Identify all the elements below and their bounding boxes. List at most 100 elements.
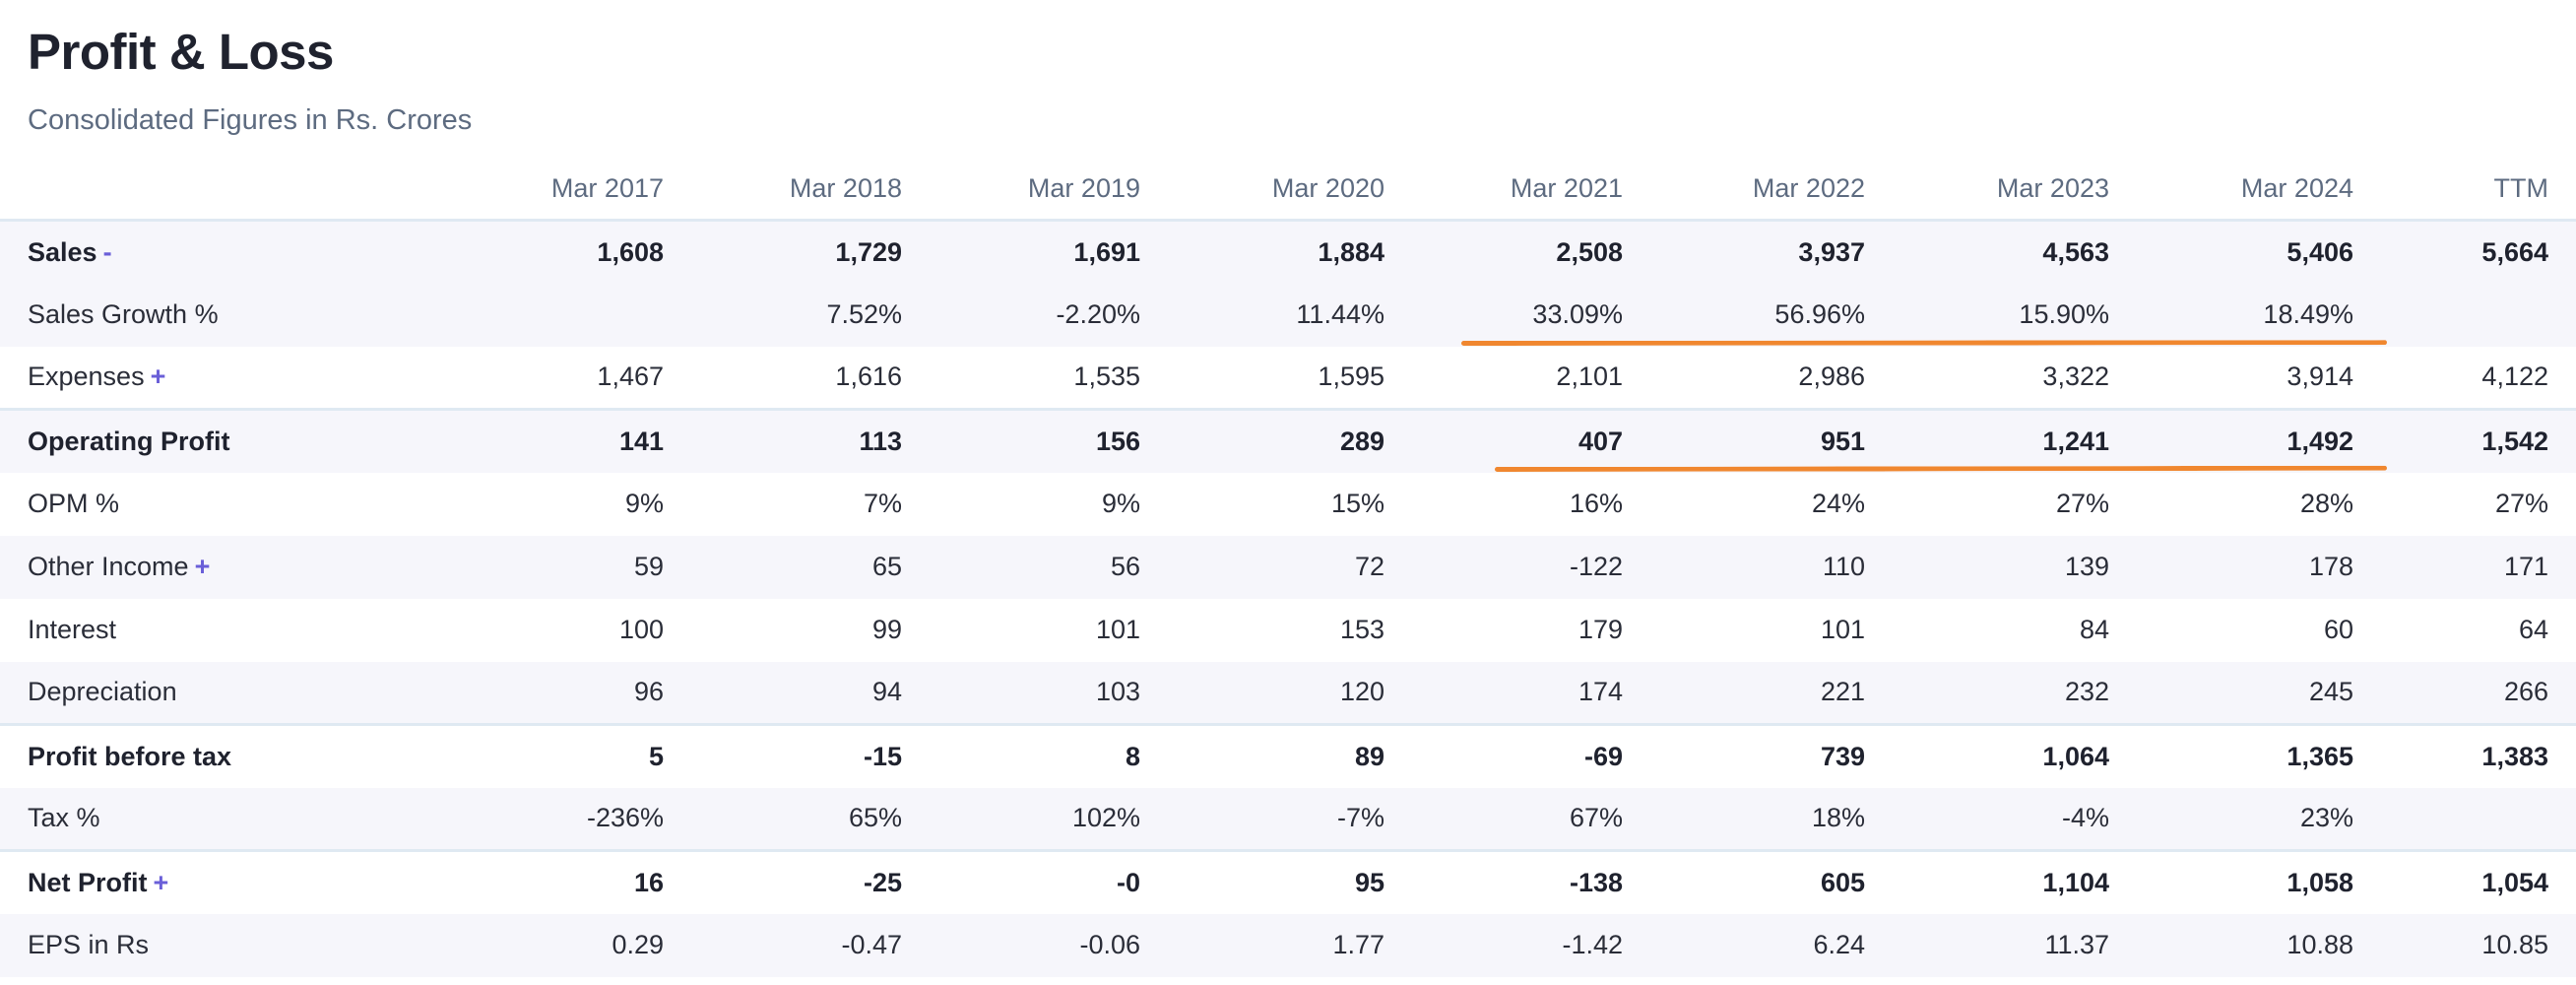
table-cell: 3,322 bbox=[2042, 361, 2109, 392]
column-header: Mar 2020 bbox=[1168, 158, 1412, 222]
table-cell: 9% bbox=[1101, 489, 1140, 518]
table-row: Operating Profit 141 113 156 289 407 951 1,241 1… bbox=[0, 408, 2576, 473]
row-label-cell[interactable]: Expenses + bbox=[0, 347, 453, 410]
table-cell: 0.29 bbox=[612, 930, 664, 959]
table-cell: 1,104 bbox=[1893, 849, 2137, 914]
table-row: Net Profit +16 -25 -0 95 -138 605 1,104 1,058 1,0… bbox=[0, 849, 2576, 914]
table-cell: 2,986 bbox=[1798, 361, 1865, 392]
table-cell: 8 bbox=[930, 723, 1168, 788]
row-label-cell: Sales Growth % bbox=[0, 284, 453, 347]
table-cell: 1,241 bbox=[1893, 408, 2137, 473]
expand-toggle-button[interactable]: + bbox=[153, 867, 169, 897]
table-row: EPS in Rs 0.29 -0.47 -0.06 1.77 -1.42 6.24 11.3… bbox=[0, 913, 2576, 977]
collapse-toggle-button[interactable]: - bbox=[102, 236, 112, 267]
column-header: Mar 2022 bbox=[1650, 158, 1893, 222]
table-cell: 1,542 bbox=[2381, 408, 2576, 473]
table-row: Tax % -236% 65% 102% -7% 67% 18% -4% 23% bbox=[0, 787, 2576, 851]
row-label: OPM % bbox=[28, 489, 120, 518]
table-row: Other Income +59 65 56 72 -122 110 139 178 171 bbox=[0, 535, 2576, 599]
column-header: Mar 2024 bbox=[2137, 158, 2381, 222]
table-cell: 7% bbox=[863, 489, 902, 518]
table-row: Sales - 1,608 1,729 1,691 1,884 2,508 3,937 4,56… bbox=[0, 220, 2576, 284]
row-label-cell: Operating Profit bbox=[0, 408, 453, 473]
row-label-cell[interactable]: Net Profit + bbox=[0, 849, 453, 914]
table-cell: 18% bbox=[1811, 803, 1865, 833]
table-cell: -69 bbox=[1412, 723, 1650, 788]
table-cell bbox=[453, 284, 691, 347]
table-cell: 951 bbox=[1650, 408, 1893, 473]
table-row: Profit before tax 5 -15 8 89 -69 739 1,064 1,365… bbox=[0, 723, 2576, 788]
row-label[interactable]: Sales bbox=[28, 236, 97, 267]
table-cell: 15% bbox=[1330, 489, 1385, 518]
table-cell: 1,467 bbox=[597, 361, 664, 392]
table-cell: 9% bbox=[624, 489, 664, 518]
table-cell: -236% bbox=[586, 803, 664, 833]
table-cell: -4% bbox=[2061, 803, 2109, 833]
sales-growth-highlight-underline bbox=[1460, 339, 2388, 346]
table-cell: 16 bbox=[453, 849, 691, 914]
table-cell: 1,691 bbox=[1073, 236, 1140, 267]
profit-loss-table: Mar 2017 Mar 2018 Mar 2019 Mar 2020 Mar … bbox=[0, 158, 2576, 977]
table-cell: 103 bbox=[1095, 677, 1140, 707]
table-cell: 1,884 bbox=[1318, 236, 1385, 267]
table-cell: 178 bbox=[2308, 552, 2353, 581]
table-cell: 89 bbox=[1168, 723, 1412, 788]
expand-toggle-button[interactable]: + bbox=[194, 552, 211, 581]
table-row: Interest 100 99 101 153 179 101 84 60 64 bbox=[0, 599, 2576, 662]
table-cell: 179 bbox=[1578, 615, 1623, 644]
table-cell: 5,406 bbox=[2286, 236, 2353, 267]
table-cell: 94 bbox=[871, 677, 902, 707]
table-cell: 11.37 bbox=[2044, 930, 2109, 959]
expand-toggle-button[interactable]: + bbox=[150, 361, 166, 392]
table-cell: -138 bbox=[1412, 849, 1650, 914]
table-cell: 1,608 bbox=[597, 236, 664, 267]
table-cell: 18.49% bbox=[2263, 299, 2353, 329]
table-cell: 27% bbox=[2494, 489, 2548, 518]
row-label[interactable]: Net Profit bbox=[28, 867, 148, 897]
table-cell: 10.88 bbox=[2286, 930, 2353, 959]
table-cell: 96 bbox=[633, 677, 664, 707]
table-cell: 4,122 bbox=[2481, 361, 2548, 392]
table-cell: 56.96% bbox=[1774, 299, 1865, 329]
table-cell: 4,563 bbox=[2042, 236, 2109, 267]
table-cell: -122 bbox=[1569, 552, 1623, 581]
table-cell: 7.52% bbox=[826, 299, 902, 329]
table-cell: 84 bbox=[2079, 615, 2109, 644]
page-title: Profit & Loss bbox=[28, 24, 334, 80]
table-cell: 101 bbox=[1820, 615, 1865, 644]
table-cell: 120 bbox=[1339, 677, 1385, 707]
row-label[interactable]: Expenses bbox=[28, 361, 145, 392]
table-cell: 1,492 bbox=[2137, 408, 2381, 473]
table-cell: 171 bbox=[2503, 552, 2548, 581]
row-label: Depreciation bbox=[28, 677, 177, 707]
table-cell: 5 bbox=[453, 723, 691, 788]
table-cell: -0 bbox=[930, 849, 1168, 914]
table-cell: 65% bbox=[848, 803, 902, 833]
table-cell: -0.47 bbox=[841, 930, 902, 959]
table-cell: 24% bbox=[1811, 489, 1865, 518]
table-cell: -2.20% bbox=[1056, 299, 1140, 329]
table-cell: 245 bbox=[2308, 677, 2353, 707]
table-cell: 1,365 bbox=[2137, 723, 2381, 788]
row-label-cell: Tax % bbox=[0, 788, 453, 851]
table-cell: 95 bbox=[1168, 849, 1412, 914]
table-cell: 1,054 bbox=[2381, 849, 2576, 914]
column-header: Mar 2018 bbox=[691, 158, 930, 222]
table-row: Expenses +1,467 1,616 1,535 1,595 2,101 2,986 3… bbox=[0, 347, 2576, 410]
table-cell: 6.24 bbox=[1813, 930, 1865, 959]
row-label[interactable]: Other Income bbox=[28, 552, 189, 581]
table-cell: -15 bbox=[691, 723, 930, 788]
row-label: Profit before tax bbox=[28, 741, 232, 771]
row-label-cell[interactable]: Other Income + bbox=[0, 536, 453, 599]
header-row: Mar 2017 Mar 2018 Mar 2019 Mar 2020 Mar … bbox=[0, 158, 2576, 222]
operating-profit-highlight-underline bbox=[1494, 465, 2388, 472]
table-cell: 110 bbox=[1822, 552, 1865, 581]
table-cell: 156 bbox=[930, 408, 1168, 473]
row-label: Sales Growth % bbox=[28, 299, 219, 329]
table-cell: 2,508 bbox=[1556, 236, 1623, 267]
table-cell: 113 bbox=[691, 408, 930, 473]
table-cell: 1,595 bbox=[1318, 361, 1385, 392]
table-row: Depreciation 96 94 103 120 174 221 232 245 266 bbox=[0, 661, 2576, 725]
row-label-cell[interactable]: Sales - bbox=[0, 221, 453, 284]
table-cell: 605 bbox=[1650, 849, 1893, 914]
